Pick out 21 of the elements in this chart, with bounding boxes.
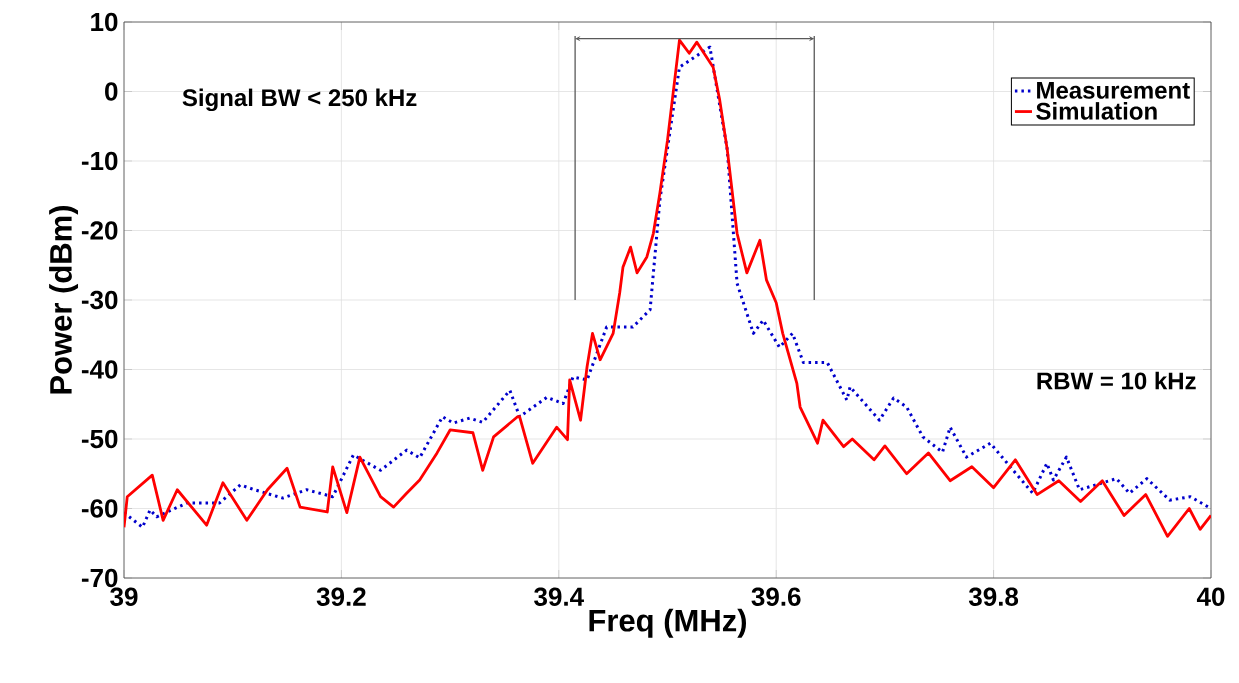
y-tick-label: 10: [91, 12, 118, 32]
x-tick-label: 39.6: [751, 587, 801, 606]
y-tick-label: -20: [81, 221, 118, 240]
y-tick-label: -30: [81, 290, 118, 310]
annotation: Signal BW < 250 kHz: [182, 88, 417, 112]
x-tick-label: 39.4: [534, 587, 584, 606]
x-tick-label: 40: [1196, 587, 1225, 606]
y-tick-label: -50: [81, 429, 118, 449]
annotation: RBW = 10 kHz: [1037, 371, 1196, 390]
legend-label: Simulation: [1036, 102, 1157, 120]
x-tick-label: 39: [110, 587, 138, 606]
y-tick-label: 0: [105, 82, 118, 101]
legend-label: Measurement: [1037, 82, 1190, 99]
y-tick-label: -60: [81, 499, 118, 518]
y-tick-label: -70: [81, 568, 118, 588]
x-tick-label: 39.8: [968, 587, 1019, 606]
x-tick-label: 39.2: [316, 587, 366, 606]
y-tick-label: -40: [81, 360, 118, 379]
y-axis-title: Power (dBm): [49, 205, 79, 394]
x-axis-title: Freq (MHz): [589, 608, 746, 638]
y-tick-label: -10: [81, 151, 118, 171]
